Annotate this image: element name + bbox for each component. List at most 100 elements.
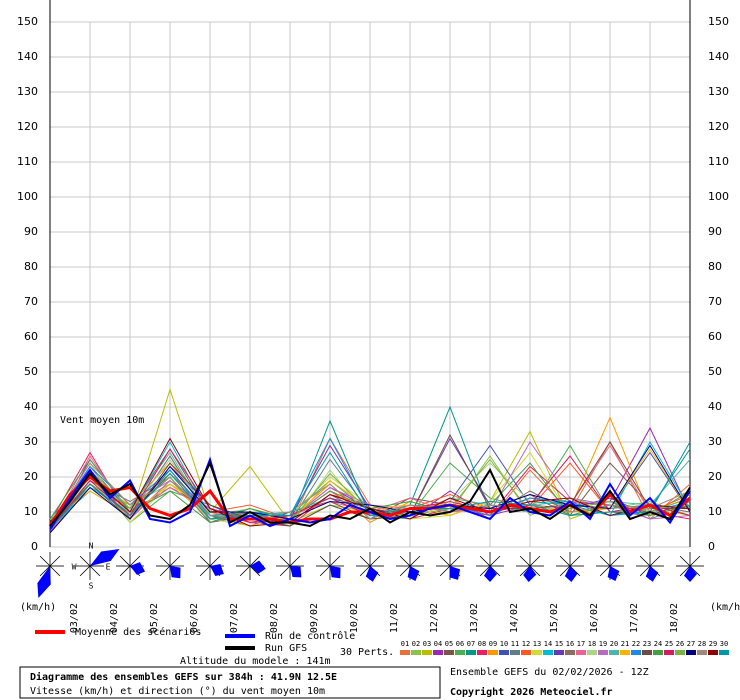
- rose-spoke: [49, 565, 61, 577]
- chart-title: Diagramme des ensembles GEFS sur 384h : …: [30, 671, 337, 683]
- rose-petal: [564, 566, 578, 582]
- legend-swatch: [719, 650, 729, 655]
- rose-spoke: [519, 565, 531, 577]
- rose-spoke: [159, 555, 171, 567]
- legend-swatch: [521, 650, 531, 655]
- rose-spoke: [89, 565, 101, 577]
- y-tick-label: 100: [17, 190, 38, 203]
- x-tick-label: 07/02: [229, 603, 240, 633]
- wind-rose: [196, 552, 224, 580]
- wind-rose: [436, 552, 464, 580]
- legend-swatch: [587, 650, 597, 655]
- legend-label: 06: [456, 640, 464, 648]
- legend-swatch: [686, 650, 696, 655]
- legend-label: 14: [544, 640, 552, 648]
- legend-label: 13: [533, 640, 541, 648]
- wind-rose: [476, 552, 504, 582]
- rose-spoke: [169, 555, 181, 567]
- legend-swatch: [620, 650, 630, 655]
- y-tick-label-right: 120: [708, 120, 729, 133]
- legend-swatch: [653, 650, 663, 655]
- x-tick-label: 09/02: [309, 603, 320, 633]
- rose-spoke: [49, 555, 61, 567]
- rose-spoke: [39, 565, 51, 577]
- rose-spoke: [489, 555, 501, 567]
- rose-petal: [90, 549, 120, 566]
- title-box: [19, 666, 441, 699]
- y-tick-label-right: 150: [708, 15, 729, 28]
- wind-rose: [116, 552, 146, 580]
- rose-spoke: [609, 555, 621, 567]
- compass-s: S: [89, 582, 94, 591]
- rose-petal: [684, 566, 697, 582]
- legend-label: Run GFS: [265, 643, 307, 654]
- chart-subtitle: Vitesse (km/h) et direction (°) du vent …: [30, 686, 325, 697]
- rose-spoke: [79, 555, 91, 567]
- annotation: Vent moyen 10m: [60, 415, 144, 426]
- compass-e: E: [106, 563, 111, 572]
- rose-spoke: [559, 555, 571, 567]
- rose-spoke: [529, 565, 541, 577]
- y-tick-label-right: 130: [708, 85, 729, 98]
- rose-spoke: [129, 555, 141, 567]
- rose-spoke: [649, 555, 661, 567]
- legend-swatch: [477, 650, 487, 655]
- legend-label: 20: [610, 640, 618, 648]
- rose-spoke: [689, 555, 701, 567]
- rose-petal: [365, 566, 379, 582]
- legend-label: 24: [654, 640, 662, 648]
- plot-area: [48, 0, 691, 548]
- perturbation-line: [49, 444, 691, 534]
- wind-rose: [636, 552, 664, 582]
- legend-swatch: [554, 650, 564, 655]
- legend-swatch: [488, 650, 498, 655]
- rose-petal: [250, 560, 266, 574]
- legend-swatch: [543, 650, 553, 655]
- legend-swatch: [422, 650, 432, 655]
- rose-spoke: [639, 555, 651, 567]
- rose-spoke: [199, 555, 211, 567]
- legend-label: 08: [478, 640, 486, 648]
- wind-rose: [516, 552, 544, 582]
- legend-label: 12: [522, 640, 530, 648]
- legend-swatch: [708, 650, 718, 655]
- rose-petal: [607, 566, 620, 582]
- legend-swatch: [499, 650, 509, 655]
- y-tick-label: 10: [24, 505, 38, 518]
- rose-spoke: [39, 555, 51, 567]
- rose-petal: [449, 566, 461, 580]
- y-tick-label-right: 50: [708, 365, 722, 378]
- legend-swatch: [455, 650, 465, 655]
- rose-spoke: [479, 565, 491, 577]
- y-tick-label: 70: [24, 295, 38, 308]
- legend-label: 28: [698, 640, 706, 648]
- legend-swatch: [631, 650, 641, 655]
- x-tick-label: 11/02: [389, 603, 400, 633]
- y-tick-label-right: 0: [708, 540, 715, 553]
- legend-label: Moyenne des scénarios: [75, 626, 201, 638]
- rose-petal: [523, 566, 537, 582]
- x-tick-label: 16/02: [589, 603, 600, 633]
- legend-swatch: [675, 650, 685, 655]
- compass-n: N: [89, 542, 94, 551]
- rose-spoke: [529, 555, 541, 567]
- x-tick-label: 04/02: [109, 603, 120, 633]
- legend-label: 19: [599, 640, 607, 648]
- rose-petal: [484, 566, 497, 582]
- legend-label: 26: [676, 640, 684, 648]
- compass-w: W: [72, 563, 77, 572]
- rose-spoke: [409, 555, 421, 567]
- wind-rose: [356, 552, 384, 582]
- legend-label: 09: [489, 640, 497, 648]
- y-tick-label-right: 140: [708, 50, 729, 63]
- legend-label: 10: [500, 640, 508, 648]
- y-tick-label: 40: [24, 400, 38, 413]
- y-tick-label-right: 20: [708, 470, 722, 483]
- rose-spoke: [449, 555, 461, 567]
- rose-spoke: [289, 555, 301, 567]
- x-tick-label: 12/02: [429, 603, 440, 633]
- legend-label: 27: [687, 640, 695, 648]
- run-info: Ensemble GEFS du 02/02/2026 - 12Z: [450, 667, 649, 678]
- x-tick-label: 10/02: [349, 603, 360, 633]
- legend-label: 29: [709, 640, 717, 648]
